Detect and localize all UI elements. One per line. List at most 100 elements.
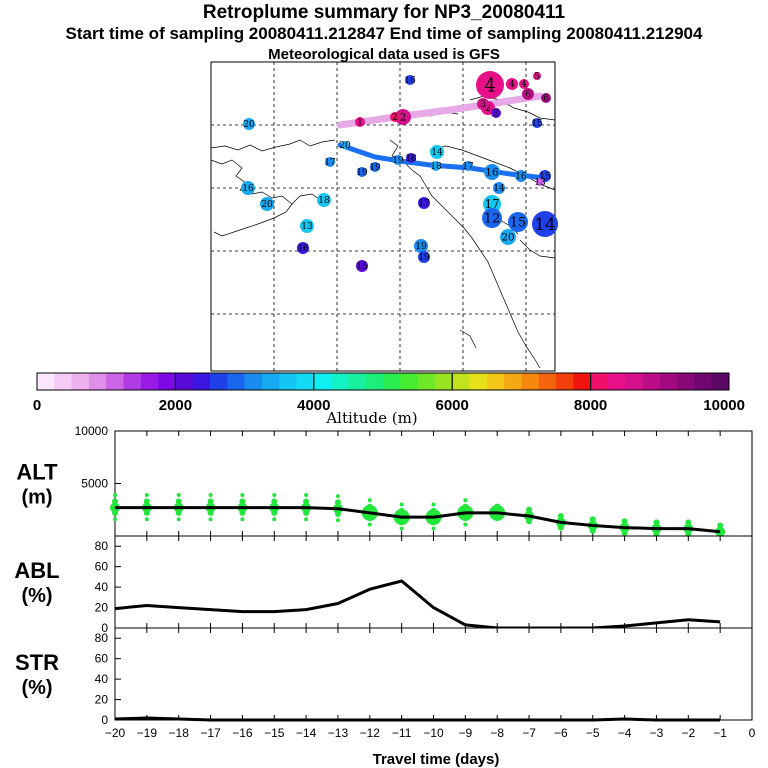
- map-plume-circle: [532, 211, 558, 237]
- map-plume-circle: [491, 108, 501, 118]
- map-plume-dot: 16: [241, 181, 255, 195]
- colorbar-cell: [521, 373, 540, 390]
- map-plume-dot: 19: [392, 155, 404, 166]
- map-day-label: 18: [405, 154, 417, 164]
- map-plume-dot: 16: [484, 164, 500, 180]
- alt-spread-dot: [113, 517, 117, 522]
- map-day-label: 20: [339, 141, 351, 151]
- y-tick-label: 40: [95, 580, 109, 594]
- colorbar-tick-label: 4000: [297, 397, 330, 414]
- colorbar-cell: [607, 373, 626, 390]
- colorbar-frame: [36, 372, 730, 391]
- map-day-label: 17: [462, 162, 474, 172]
- panel-yunit: (%): [21, 585, 52, 607]
- map-day-label: 14: [493, 184, 505, 194]
- alt-spread-dot: [366, 515, 373, 522]
- map-plume-dot: 20: [260, 197, 274, 211]
- map-day-label: 3: [480, 100, 486, 110]
- alt-spread-dot: [653, 530, 660, 537]
- colorbar-cell: [556, 373, 574, 390]
- colorbar-cell: [331, 373, 349, 390]
- colorbar-tick-label: 10000: [703, 397, 745, 414]
- map-plume-dot: 2: [390, 112, 400, 123]
- alt-spread-dot: [335, 518, 340, 523]
- colorbar-cell: [175, 373, 194, 390]
- alt-spread-dot: [144, 493, 149, 498]
- map-day-label: 15: [510, 216, 527, 231]
- map-plume-dot: 20: [243, 118, 255, 130]
- panel-frame: [114, 627, 753, 721]
- colorbar-cell: [573, 373, 591, 390]
- map-plume-dot: 19: [369, 162, 381, 173]
- alt-spread-dot: [271, 509, 278, 516]
- map-plume-dot: 4: [476, 71, 504, 99]
- colorbar-cell: [538, 373, 557, 390]
- x-tick-label: −7: [522, 726, 536, 740]
- map-day-label: 19: [356, 168, 368, 178]
- alt-spread-dot: [685, 530, 692, 537]
- map-day-label: 20: [243, 120, 255, 130]
- map-plume-dot: 6: [541, 93, 551, 104]
- map-plume-circle: [356, 260, 368, 272]
- map-plume-circle: [390, 112, 400, 122]
- map-day-label: 19: [415, 242, 427, 252]
- map-plume-circle: [418, 251, 430, 263]
- colorbar-cell: [158, 373, 176, 390]
- map-plume-dot: 14: [430, 145, 444, 159]
- x-tick-label: −14: [296, 726, 317, 740]
- map-plume-dot: 18: [317, 193, 331, 207]
- y-tick-label: 60: [95, 652, 109, 666]
- colorbar-cell: [486, 373, 505, 390]
- alt-spread-dot: [176, 517, 181, 522]
- colorbar-cell: [711, 373, 730, 390]
- panel-yunit: (%): [21, 677, 52, 699]
- map-plume-dot: 19: [356, 167, 368, 178]
- map-plume-dot: 3: [477, 98, 489, 110]
- colorbar-cell: [659, 373, 678, 390]
- colorbar-cell: [383, 373, 401, 390]
- colorbar-cell: [590, 373, 609, 390]
- x-tick-label: −8: [490, 726, 504, 740]
- panel-alt: 5000 10000 ALT(m): [16, 424, 753, 539]
- alt-spread-dot: [715, 526, 726, 537]
- alt-spread-dot: [463, 522, 468, 527]
- map-day-label: 20: [501, 232, 514, 244]
- y-tick-label: 20: [95, 693, 109, 707]
- alt-spread-dot: [175, 498, 182, 505]
- colorbar-cell: [71, 373, 90, 390]
- map-plume-circle: [243, 118, 255, 130]
- panel-str: 0 20 40 60 80 STR(%): [15, 627, 753, 727]
- colorbar-cell: [417, 373, 436, 390]
- alt-spread-dot: [430, 507, 437, 514]
- map-plume-circle: [297, 242, 309, 254]
- map-plume-circle: [406, 153, 416, 163]
- alt-spread-dot: [176, 493, 181, 498]
- colorbar-cell: [279, 373, 297, 390]
- map-plume-dot: 16: [515, 170, 527, 182]
- alt-spread-dot: [399, 526, 404, 531]
- alt-spread-dot: [240, 493, 245, 498]
- alt-spread-dot: [239, 509, 246, 516]
- colorbar-cell: [123, 373, 142, 390]
- map-plume-circle: [341, 141, 349, 149]
- colorbar-cell: [88, 373, 107, 390]
- alt-spread-dot: [621, 529, 628, 536]
- map-plume-dot: 14: [493, 182, 505, 194]
- x-tick-label: −19: [137, 726, 158, 740]
- map-plume-circle: [395, 109, 411, 125]
- map-plume-dot: 3: [491, 108, 501, 119]
- y-tick-label: 80: [95, 539, 109, 553]
- map-day-label: 16: [297, 244, 309, 254]
- colorbar-cell: [677, 373, 695, 390]
- map-day-label: 15: [539, 172, 551, 182]
- alt-spread-dot: [526, 518, 533, 525]
- x-tick-label: −4: [618, 726, 632, 740]
- map-day-label: 2: [400, 112, 407, 124]
- x-tick-label: −5: [586, 726, 600, 740]
- colorbar-cell: [313, 373, 332, 390]
- alt-spread-dot: [621, 518, 628, 525]
- map-plume-dot: 19: [418, 251, 430, 263]
- panel-abl: 0 20 40 60 80 ABL(%): [14, 535, 753, 635]
- map-day-label: 18: [318, 196, 330, 206]
- map-day-label: 16: [485, 167, 498, 179]
